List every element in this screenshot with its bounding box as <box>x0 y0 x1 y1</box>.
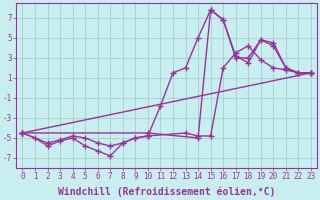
X-axis label: Windchill (Refroidissement éolien,°C): Windchill (Refroidissement éolien,°C) <box>58 187 276 197</box>
